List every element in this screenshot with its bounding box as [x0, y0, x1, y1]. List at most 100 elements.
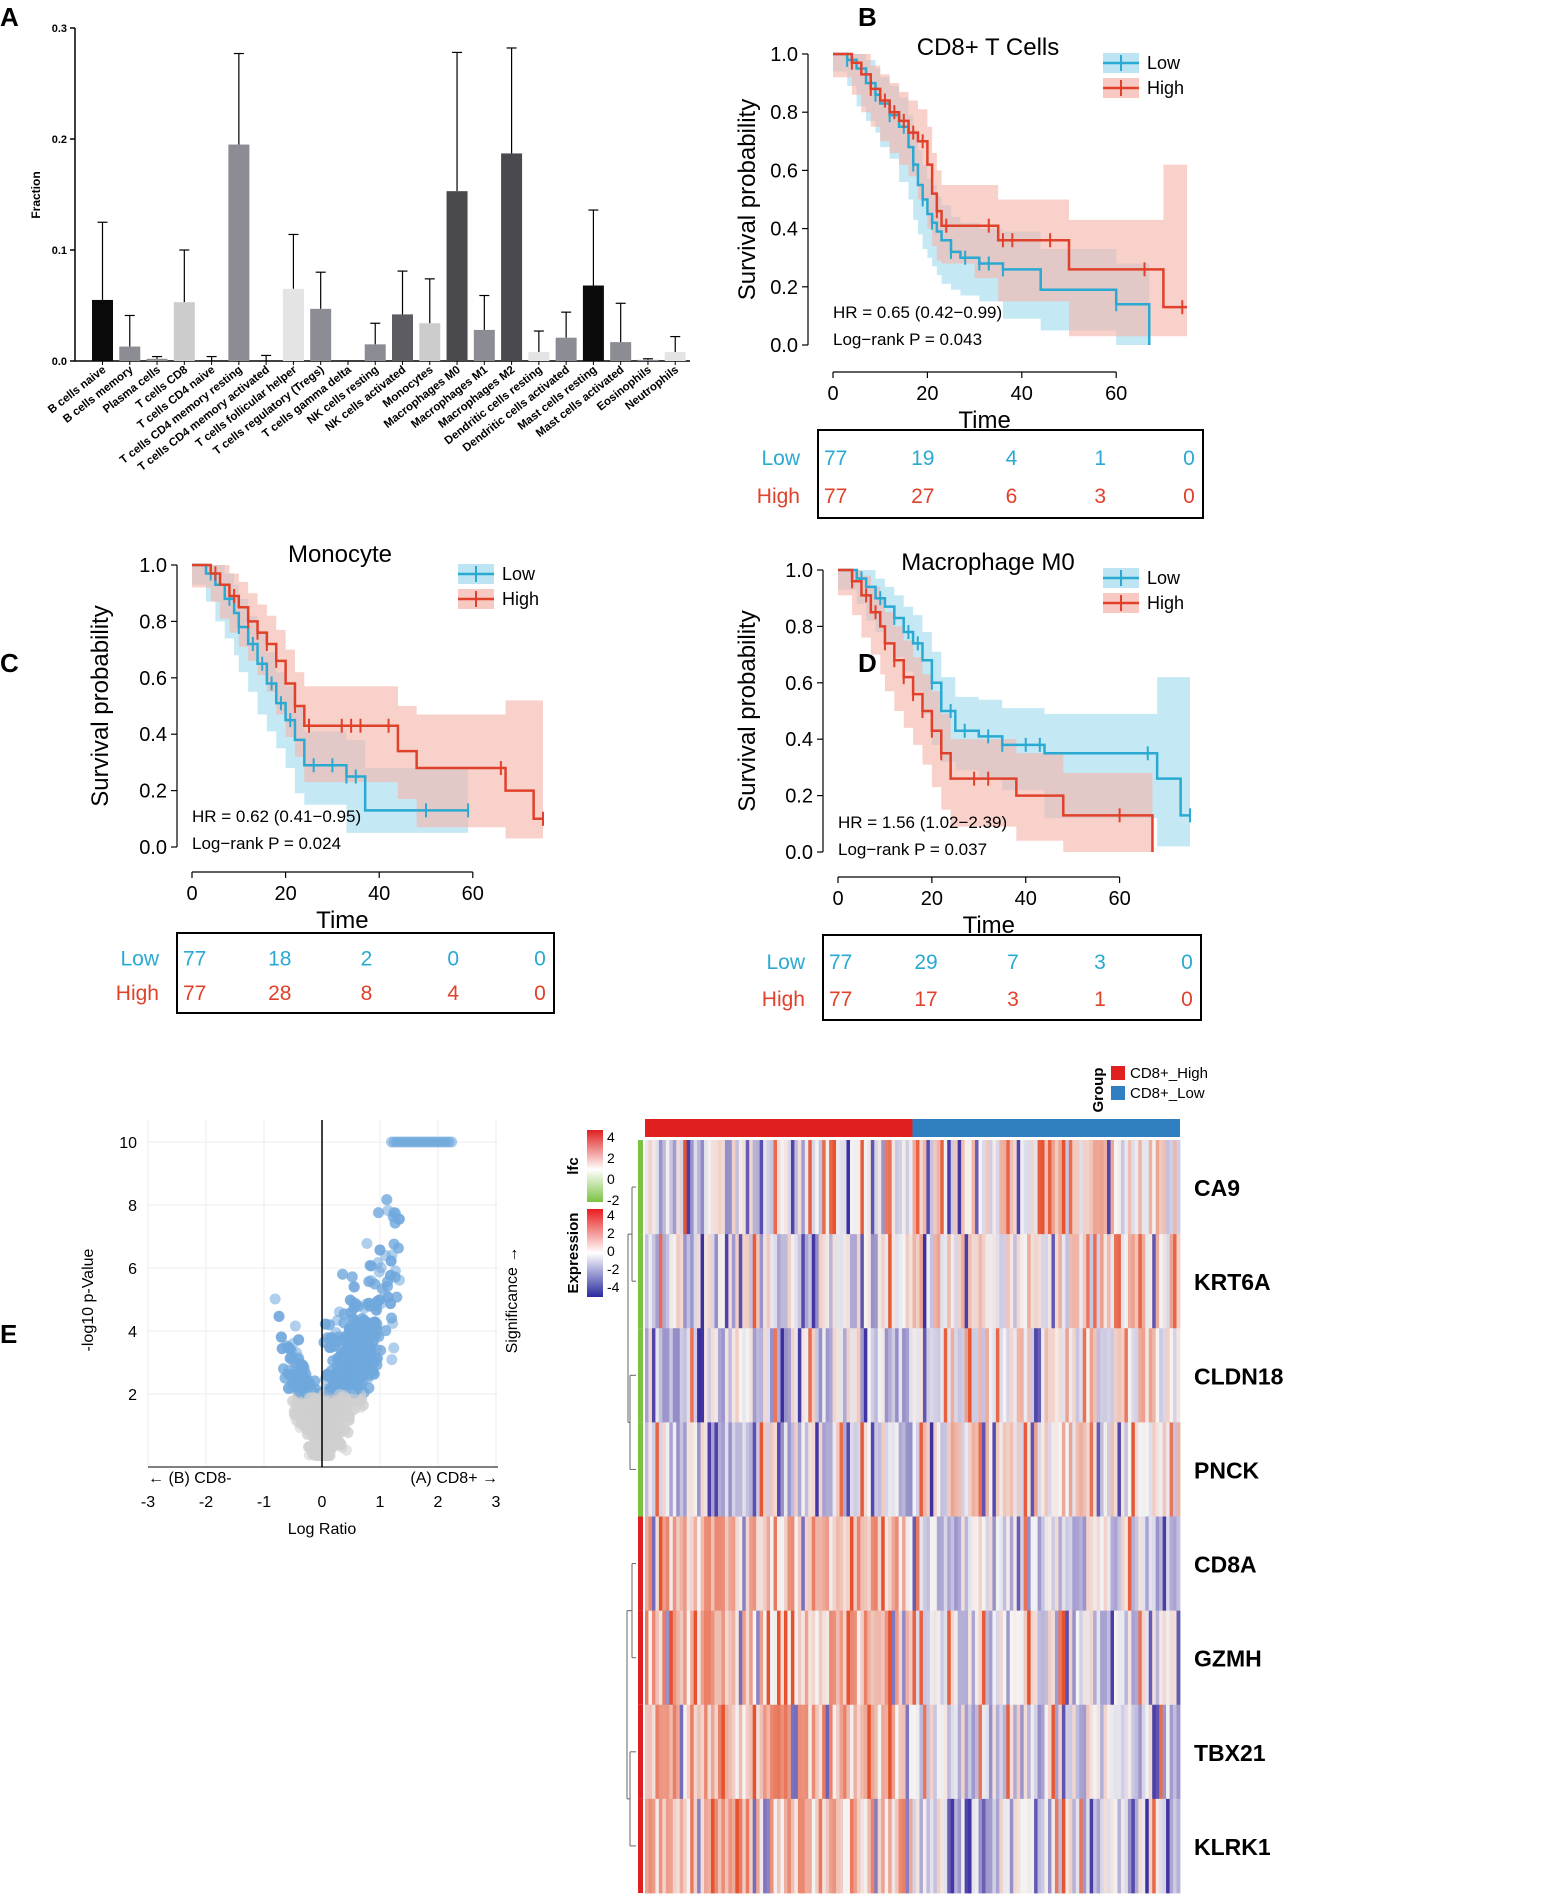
- heatmap-cell: [1124, 1234, 1129, 1329]
- bar: [446, 191, 468, 361]
- x-tick-label: 20: [916, 383, 938, 405]
- heatmap-cell: [836, 1234, 840, 1329]
- x-tick-label: 60: [1105, 383, 1127, 405]
- heatmap-cell: [738, 1704, 743, 1800]
- heatmap-cell: [783, 1234, 788, 1329]
- heatmap-cell: [1006, 1234, 1011, 1329]
- y-tick-label: 8: [128, 1198, 137, 1215]
- heatmap-cell: [683, 1516, 688, 1612]
- bar: [92, 299, 113, 361]
- volcano-point: [381, 1194, 393, 1206]
- x-tick-label: -1: [257, 1494, 271, 1511]
- heatmap-cell: [655, 1140, 660, 1235]
- heatmap-cell: [773, 1704, 778, 1800]
- heatmap-cell: [759, 1798, 764, 1894]
- heatmap-cell: [877, 1704, 882, 1800]
- heatmap-cell: [940, 1234, 945, 1329]
- heatmap-cell: [992, 1328, 997, 1423]
- heatmap-cell: [1051, 1328, 1056, 1423]
- heatmap-cell: [679, 1328, 684, 1423]
- bar: [501, 153, 523, 361]
- heatmap-cell: [1117, 1140, 1122, 1235]
- heatmap-cell: [655, 1798, 660, 1894]
- heatmap-cell: [815, 1328, 820, 1423]
- heatmap-cell: [1037, 1704, 1042, 1800]
- heatmap-cell: [759, 1234, 764, 1329]
- heatmap-cell: [759, 1704, 764, 1800]
- heatmap-cell: [940, 1610, 945, 1706]
- heatmap-cell: [1159, 1140, 1164, 1235]
- heatmap-cell: [1037, 1610, 1042, 1706]
- heatmap-cell: [1162, 1610, 1167, 1706]
- heatmap-cell: [992, 1140, 997, 1235]
- volcano-point: [348, 1302, 360, 1314]
- heatmap-cell: [1002, 1328, 1007, 1423]
- heatmap-cell: [950, 1328, 955, 1423]
- heatmap-cell: [1082, 1610, 1087, 1706]
- heatmap-cell: [735, 1610, 740, 1706]
- heatmap-cell: [992, 1516, 997, 1612]
- risk-count: 2: [361, 948, 373, 971]
- heatmap-cell: [1107, 1798, 1111, 1894]
- heatmap-cell: [1068, 1610, 1073, 1706]
- heatmap-cell: [1072, 1516, 1077, 1612]
- heatmap-cell: [1166, 1234, 1170, 1329]
- heatmap-cell: [658, 1328, 663, 1423]
- heatmap-cell: [707, 1516, 712, 1612]
- heatmap-cell: [968, 1140, 972, 1235]
- heatmap-cell: [1051, 1234, 1056, 1329]
- heatmap-cell: [968, 1704, 972, 1800]
- heatmap-cell: [669, 1704, 674, 1800]
- heatmap-cell: [860, 1704, 865, 1800]
- heatmap-cell: [780, 1234, 785, 1329]
- y-tick-label: 2: [128, 1387, 137, 1404]
- heatmap-cell: [839, 1798, 844, 1894]
- heatmap-cell: [1138, 1704, 1143, 1800]
- volcano-point: [385, 1269, 397, 1281]
- heatmap-cell: [1093, 1516, 1098, 1612]
- bar: [610, 342, 632, 361]
- heatmap-cell: [804, 1516, 809, 1612]
- heatmap-cell: [735, 1140, 740, 1235]
- heatmap-cell: [863, 1516, 868, 1612]
- heatmap-cell: [818, 1516, 823, 1612]
- heatmap-cell: [1145, 1610, 1150, 1706]
- heatmap-cell: [1113, 1704, 1118, 1800]
- heatmap-cell: [843, 1328, 847, 1423]
- x-tick-label: 1: [376, 1494, 385, 1511]
- gene-label: GZMH: [1194, 1646, 1262, 1672]
- heatmap-cell: [870, 1328, 875, 1423]
- heatmap-cell: [853, 1798, 858, 1894]
- heatmap-cell: [1155, 1798, 1160, 1894]
- heatmap-cell: [645, 1234, 649, 1329]
- heatmap-cell: [1016, 1798, 1021, 1894]
- heatmap-cell: [895, 1798, 900, 1894]
- heatmap-cell: [704, 1422, 708, 1517]
- heatmap-cell: [704, 1234, 708, 1329]
- heatmap-cell: [1009, 1328, 1014, 1423]
- heatmap-cell: [1072, 1140, 1077, 1235]
- heatmap-cell: [1086, 1516, 1091, 1612]
- heatmap-cell: [1117, 1328, 1122, 1423]
- heatmap-cell: [662, 1422, 667, 1517]
- heatmap-cell: [707, 1422, 712, 1517]
- heatmap-cell: [1047, 1422, 1052, 1517]
- heatmap-cell: [999, 1422, 1004, 1517]
- heatmap-cell: [1152, 1422, 1157, 1517]
- heatmap-cell: [783, 1610, 788, 1706]
- heatmap-cell: [863, 1704, 868, 1800]
- heatmap-cell: [749, 1422, 754, 1517]
- heatmap-cell: [756, 1704, 761, 1800]
- heatmap-cell: [1041, 1422, 1045, 1517]
- heatmap-cell: [1034, 1328, 1038, 1423]
- heatmap-cell: [856, 1422, 861, 1517]
- volcano-point: [334, 1367, 346, 1379]
- heatmap-cell: [783, 1704, 788, 1800]
- heatmap-cell: [790, 1704, 795, 1800]
- heatmap-cell: [1148, 1798, 1153, 1894]
- heatmap-cell: [1173, 1516, 1177, 1612]
- lfc-annotation: [638, 1798, 643, 1893]
- heatmap-cell: [686, 1328, 691, 1423]
- heatmap-cell: [884, 1610, 889, 1706]
- volcano-point: [275, 1331, 287, 1343]
